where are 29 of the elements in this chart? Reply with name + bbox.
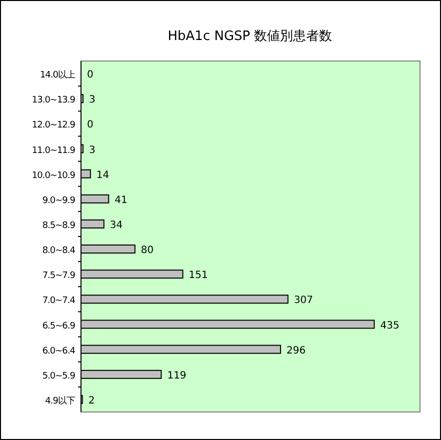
y-tick-label: 14.0以上 bbox=[40, 70, 76, 81]
data-label: 34 bbox=[110, 220, 123, 231]
data-label: 151 bbox=[188, 270, 208, 282]
data-label: 307 bbox=[294, 295, 314, 306]
y-tick-label: 6.0~6.4 bbox=[42, 346, 76, 356]
data-label: 80 bbox=[140, 245, 154, 256]
data-label: 0 bbox=[87, 70, 94, 81]
y-tick-label: 4.9以下 bbox=[45, 395, 76, 406]
y-tick-label: 6.5~6.9 bbox=[42, 321, 76, 332]
y-tick-label: 7.5~7.9 bbox=[42, 271, 76, 282]
y-tick-label: 5.0~5.9 bbox=[42, 371, 76, 382]
y-tick-label: 8.5~8.9 bbox=[42, 220, 76, 231]
chart-title: HbA1c NGSP 数値別患者数 bbox=[168, 29, 332, 44]
data-label: 296 bbox=[286, 345, 306, 356]
data-label: 119 bbox=[167, 370, 186, 382]
data-label: 2 bbox=[88, 395, 95, 406]
y-tick-label: 10.0~10.9 bbox=[32, 170, 76, 181]
y-tick-label: 8.0~8.4 bbox=[42, 246, 76, 256]
y-tick-label: 13.0~13.9 bbox=[32, 96, 76, 106]
data-label: 14 bbox=[96, 170, 110, 181]
data-label: 41 bbox=[114, 194, 128, 206]
data-label: 3 bbox=[89, 94, 96, 106]
data-label: 435 bbox=[380, 320, 400, 332]
data-label: 0 bbox=[87, 120, 94, 131]
y-tick-label: 12.0~12.9 bbox=[32, 120, 76, 131]
y-tick-label: 9.0~9.9 bbox=[42, 196, 76, 206]
data-label: 3 bbox=[89, 144, 96, 156]
y-tick-label: 7.0~7.4 bbox=[42, 296, 76, 306]
y-tick-label: 11.0~11.9 bbox=[32, 146, 76, 156]
